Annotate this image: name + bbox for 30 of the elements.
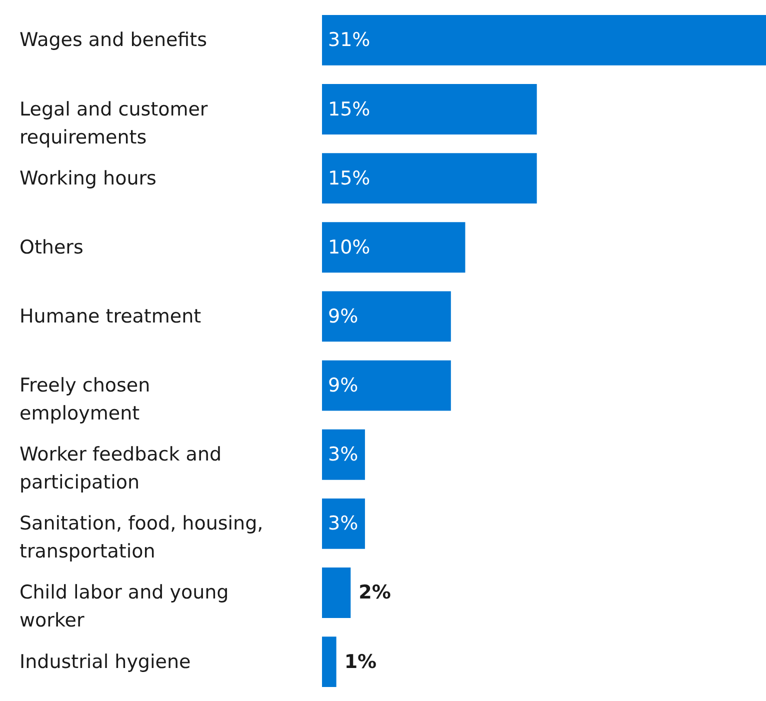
y-tick-label: Child labor and young worker (20, 582, 229, 632)
bar (322, 153, 537, 204)
data-label: 10% (328, 236, 370, 258)
data-label: 15% (328, 98, 370, 120)
data-label: 1% (344, 650, 377, 673)
bar (322, 291, 451, 342)
y-tick-label: Industrial hygiene (20, 650, 191, 673)
y-tick-label: Legal and customer requirements (20, 98, 208, 148)
bar (322, 636, 336, 688)
y-tick-label: Sanitation, food, housing, transportation (20, 512, 264, 563)
y-tick-label: Freely chosen employment (20, 374, 150, 425)
data-label: 2% (358, 582, 391, 604)
bar (322, 498, 365, 549)
y-tick-label: Worker feedback and participation (20, 444, 222, 494)
data-label: 3% (328, 444, 358, 466)
data-label: 3% (328, 512, 358, 535)
bar (322, 84, 537, 134)
data-label: 31% (328, 29, 370, 52)
bar (322, 360, 451, 411)
y-tick-label: Others (20, 236, 84, 258)
bar (322, 14, 766, 66)
data-label: 9% (328, 305, 358, 328)
bar (322, 568, 351, 618)
y-tick-label: Humane treatment (20, 305, 202, 328)
data-label: 9% (328, 374, 358, 397)
bar (322, 429, 365, 480)
bar (322, 222, 466, 273)
y-tick-label: Working hours (20, 167, 156, 190)
data-label: 15% (328, 167, 370, 190)
y-tick-label: Wages and benefits (20, 29, 207, 52)
